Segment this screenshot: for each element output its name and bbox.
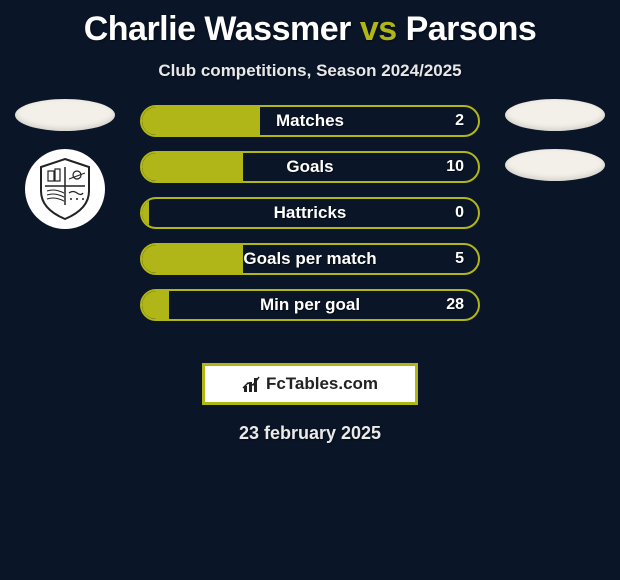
stat-bar-value: 5 bbox=[455, 245, 464, 273]
bar-chart-icon bbox=[242, 374, 262, 394]
player1-photo-placeholder bbox=[15, 99, 115, 131]
content-area: Matches 2 Goals 10 Hattricks 0 Goals per… bbox=[0, 105, 620, 345]
player1-name: Charlie Wassmer bbox=[84, 10, 351, 48]
stat-bar-label: Matches bbox=[142, 107, 478, 135]
right-column bbox=[500, 99, 610, 181]
player2-club-placeholder bbox=[505, 149, 605, 181]
page-title: Charlie Wassmer vs Parsons bbox=[0, 10, 620, 49]
comparison-card: Charlie Wassmer vs Parsons Club competit… bbox=[0, 0, 620, 444]
player2-photo-placeholder bbox=[505, 99, 605, 131]
stat-bar-value: 10 bbox=[446, 153, 464, 181]
stat-bar-goals: Goals 10 bbox=[140, 151, 480, 183]
stat-bars: Matches 2 Goals 10 Hattricks 0 Goals per… bbox=[140, 105, 480, 321]
stat-bar-label: Goals bbox=[142, 153, 478, 181]
club-crest-icon bbox=[33, 157, 97, 221]
stat-bar-value: 2 bbox=[455, 107, 464, 135]
stat-bar-matches: Matches 2 bbox=[140, 105, 480, 137]
stat-bar-label: Min per goal bbox=[142, 291, 478, 319]
left-column bbox=[10, 99, 120, 229]
stat-bar-min-per-goal: Min per goal 28 bbox=[140, 289, 480, 321]
stat-bar-value: 28 bbox=[446, 291, 464, 319]
stat-bar-goals-per-match: Goals per match 5 bbox=[140, 243, 480, 275]
attribution-content: FcTables.com bbox=[242, 374, 378, 394]
stat-bar-hattricks: Hattricks 0 bbox=[140, 197, 480, 229]
stat-bar-label: Hattricks bbox=[142, 199, 478, 227]
attribution-box[interactable]: FcTables.com bbox=[202, 363, 418, 405]
stat-bar-label: Goals per match bbox=[142, 245, 478, 273]
player1-club-badge bbox=[25, 149, 105, 229]
attribution-text: FcTables.com bbox=[266, 374, 378, 394]
date-text: 23 february 2025 bbox=[0, 423, 620, 444]
player2-name: Parsons bbox=[406, 10, 537, 48]
stat-bar-value: 0 bbox=[455, 199, 464, 227]
subtitle: Club competitions, Season 2024/2025 bbox=[0, 61, 620, 81]
vs-text: vs bbox=[360, 10, 397, 48]
